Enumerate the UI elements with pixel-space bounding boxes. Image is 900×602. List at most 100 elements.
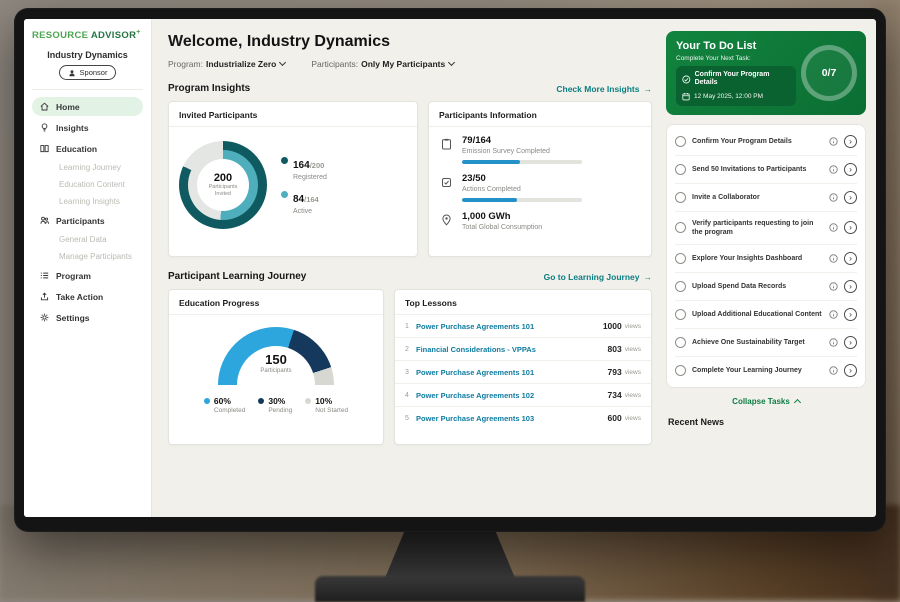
card-title: Participants Information <box>429 102 651 127</box>
card-title: Invited Participants <box>169 102 417 127</box>
lesson-row: 5 Power Purchase Agreements 103 600 view… <box>395 407 651 429</box>
sidebar-item-participants[interactable]: Participants <box>32 211 143 230</box>
legend-pct: 60% <box>213 396 231 406</box>
sidebar-item-label: Learning Journey <box>59 163 121 173</box>
sidebar-item-manage-participants[interactable]: Manage Participants <box>32 249 143 264</box>
link-label: Go to Learning Journey <box>543 271 640 282</box>
collapse-tasks-link[interactable]: Collapse Tasks <box>666 397 866 407</box>
task-row-upload-spend-data[interactable]: Upload Spend Data Records › <box>675 273 857 301</box>
task-checkbox[interactable] <box>675 191 686 203</box>
org-name: Industry Dynamics <box>47 50 128 61</box>
sidebar-item-label: Participants <box>56 215 105 226</box>
go-to-learning-journey-link[interactable]: Go to Learning Journey → <box>544 272 652 282</box>
lesson-link[interactable]: Financial Considerations - VPPAs <box>416 344 536 354</box>
lesson-link[interactable]: Power Purchase Agreements 101 <box>416 367 535 377</box>
sidebar-nav: Home Insights Education Learning Journey… <box>32 97 143 327</box>
legend-total: /164 <box>304 195 319 204</box>
participants-dropdown[interactable]: Participants: Only My Participants <box>311 58 456 69</box>
lesson-link[interactable]: Power Purchase Agreements 102 <box>416 390 535 400</box>
todo-next-task-box[interactable]: Confirm Your Program Details 12 May 2025… <box>676 66 796 106</box>
task-checkbox[interactable] <box>675 308 686 320</box>
gear-icon <box>40 313 49 322</box>
gauge-center: 150 Participants <box>218 352 334 374</box>
task-go-button[interactable]: › <box>844 190 857 204</box>
participants-information-card: Participants Information 79/164 Emission… <box>428 101 652 257</box>
task-go-button[interactable]: › <box>844 279 857 293</box>
sidebar-item-insights[interactable]: Insights <box>32 118 143 137</box>
todo-title: Your To Do List <box>676 40 757 52</box>
stat-label: Emission Survey Completed <box>462 148 550 155</box>
program-dropdown[interactable]: Program: Industrialize Zero <box>168 58 287 69</box>
legend-dot <box>258 398 265 404</box>
gauge-wrap: 150 Participants 60% Completed 30% Pendi… <box>169 315 383 414</box>
task-go-button[interactable]: › <box>844 251 857 265</box>
monitor-stand-base <box>315 576 585 602</box>
sidebar-item-home[interactable]: Home <box>32 97 143 117</box>
check-more-insights-link[interactable]: Check More Insights → <box>556 84 652 94</box>
task-go-button[interactable]: › <box>844 335 857 349</box>
bulb-icon <box>41 123 48 132</box>
legend-dot <box>203 398 210 404</box>
invited-legend: 164/200 Registered 84/164 Active <box>281 147 327 223</box>
sidebar-item-program[interactable]: Program <box>32 266 143 285</box>
task-go-button[interactable]: › <box>844 162 857 176</box>
sidebar-item-general-data[interactable]: General Data <box>32 232 143 247</box>
progress-bar <box>462 160 582 164</box>
lesson-row: 1 Power Purchase Agreements 101 1000 vie… <box>395 315 651 338</box>
info-icon <box>829 282 838 291</box>
monitor-stand <box>385 528 515 578</box>
task-row-explore-insights[interactable]: Explore Your Insights Dashboard › <box>675 245 857 273</box>
task-go-button[interactable]: › <box>844 134 857 148</box>
clipboard-icon <box>441 135 453 164</box>
legend-item-not-started: 10% Not Started <box>305 396 348 414</box>
sidebar: RESOURCE ADVISOR+ Industry Dynamics Spon… <box>24 19 152 517</box>
chevron-down-icon <box>448 58 456 67</box>
sidebar-item-learning-journey[interactable]: Learning Journey <box>32 160 143 175</box>
lesson-link[interactable]: Power Purchase Agreements 101 <box>416 321 535 331</box>
lesson-views-label: views <box>624 322 641 330</box>
task-checkbox[interactable] <box>675 163 686 175</box>
progress-bar <box>462 198 582 202</box>
task-row-invite-collaborator[interactable]: Invite a Collaborator › <box>675 184 857 212</box>
task-row-achieve-target[interactable]: Achieve One Sustainability Target › <box>675 329 857 357</box>
invited-donut-center: 200 Participants Invited <box>197 159 249 211</box>
task-row-confirm-program[interactable]: Confirm Your Program Details › <box>675 128 857 156</box>
lesson-row: 2 Financial Considerations - VPPAs 803 v… <box>395 338 651 361</box>
task-label: Complete Your Learning Journey <box>692 366 802 374</box>
sidebar-item-settings[interactable]: Settings <box>32 308 143 327</box>
task-go-button[interactable]: › <box>844 221 857 235</box>
legend-value: 84 <box>293 194 305 205</box>
education-legend: 60% Completed 30% Pending 10% Not Starte… <box>203 396 348 414</box>
lesson-row: 3 Power Purchase Agreements 101 793 view… <box>395 361 651 384</box>
brand-part1: RESOURCE <box>32 30 89 42</box>
task-checkbox[interactable] <box>675 222 686 234</box>
lesson-rank: 4 <box>405 391 409 399</box>
task-label: Upload Spend Data Records <box>692 282 787 290</box>
upload-action-icon <box>40 292 49 301</box>
task-checkbox[interactable] <box>675 336 686 348</box>
sidebar-item-learning-insights[interactable]: Learning Insights <box>32 194 143 209</box>
sidebar-item-education-content[interactable]: Education Content <box>32 177 143 192</box>
sidebar-item-education[interactable]: Education <box>32 139 143 158</box>
stat-label: Actions Completed <box>462 186 521 193</box>
task-checkbox[interactable] <box>675 252 686 264</box>
main-content: Welcome, Industry Dynamics Program: Indus… <box>152 19 664 517</box>
legend-dot <box>281 191 288 198</box>
todo-progress-ring: 0/7 <box>801 44 857 101</box>
task-checkbox[interactable] <box>675 135 686 147</box>
task-row-verify-participants[interactable]: Verify participants requesting to join t… <box>675 212 857 245</box>
task-row-upload-educational-content[interactable]: Upload Additional Educational Content › <box>675 301 857 329</box>
person-icon <box>68 69 75 76</box>
task-checkbox[interactable] <box>675 280 686 292</box>
task-row-complete-learning-journey[interactable]: Complete Your Learning Journey › <box>675 357 857 384</box>
legend-item-registered: 164/200 Registered <box>281 155 327 181</box>
task-go-button[interactable]: › <box>844 307 857 321</box>
task-checkbox[interactable] <box>675 364 686 376</box>
task-row-send-invitations[interactable]: Send 50 Invitations to Participants › <box>675 156 857 184</box>
chevron-up-icon <box>793 399 801 407</box>
lesson-link[interactable]: Power Purchase Agreements 103 <box>416 413 535 423</box>
task-go-button[interactable]: › <box>844 363 857 377</box>
legend-label: Registered <box>293 174 327 181</box>
sponsor-badge[interactable]: Sponsor <box>58 65 117 81</box>
sidebar-item-take-action[interactable]: Take Action <box>32 287 143 306</box>
